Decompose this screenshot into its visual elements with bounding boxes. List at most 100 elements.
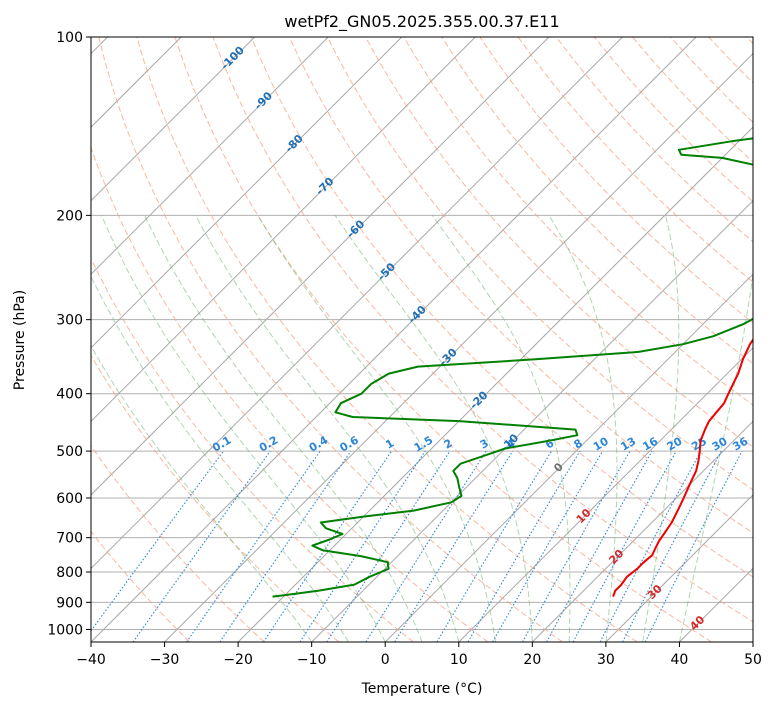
mixing-ratio-line: [644, 450, 743, 642]
y-tick-label: 300: [56, 313, 83, 329]
x-tick-label: −20: [223, 652, 253, 668]
moist-adiabat: [334, 215, 533, 642]
isotherm-line: [91, 37, 403, 349]
isotherm-label: -40: [406, 303, 429, 326]
y-tick-label: 700: [56, 531, 83, 547]
mixing-ratio-line: [546, 450, 653, 642]
mixing-ratio-line: [365, 450, 487, 642]
y-tick-label: 100: [56, 30, 83, 46]
x-tick-label: −40: [76, 652, 106, 668]
y-tick-label: 600: [56, 491, 83, 507]
mixing-ratio-line: [186, 450, 321, 642]
mixing-ratio-label: 2: [442, 437, 455, 452]
isotherm-label: 20: [606, 547, 626, 567]
dry-adiabat: [91, 444, 265, 642]
y-tick-label: 400: [56, 387, 83, 403]
moist-adiabat: [144, 215, 423, 642]
dry-adiabat: [91, 354, 340, 642]
mixing-ratio-line: [572, 450, 677, 642]
y-tick-label: 800: [56, 565, 83, 581]
isotherm-label: -90: [252, 89, 275, 112]
isotherm-line: [531, 420, 753, 642]
isotherm-line: [91, 37, 550, 496]
dry-adiabat: [250, 37, 753, 578]
isotherm-label: -70: [313, 175, 336, 198]
x-tick-label: −10: [297, 652, 327, 668]
mixing-ratio-line: [394, 450, 514, 642]
moist-adiabat: [195, 215, 460, 642]
mixing-ratio-line: [599, 450, 702, 642]
dry-adiabat: [136, 37, 638, 642]
moist-adiabat: [678, 270, 753, 642]
mixing-ratio-line: [622, 450, 722, 642]
isotherm-line: [237, 126, 753, 642]
isotherm-label: -60: [344, 217, 367, 240]
isotherm-line: [91, 37, 623, 570]
dry-adiabat: [91, 530, 190, 642]
dry-adiabat: [746, 37, 753, 44]
dry-adiabat: [326, 37, 753, 491]
dry-adiabat: [91, 257, 414, 642]
mixing-ratio-line: [91, 450, 224, 632]
y-tick-label: 900: [56, 595, 83, 611]
mixing-ratio-line: [132, 450, 271, 642]
dry-adiabat: [517, 37, 753, 283]
y-tick-label: 500: [56, 444, 83, 460]
isotherm-line: [605, 494, 753, 642]
x-tick-label: 20: [523, 652, 541, 668]
mixing-ratio-line: [263, 450, 392, 642]
isotherm-line: [164, 52, 753, 642]
isotherm-line: [384, 273, 753, 642]
dry-adiabat: [708, 37, 753, 84]
isotherm-line: [679, 567, 753, 642]
x-tick-label: 40: [671, 652, 689, 668]
x-tick-label: 30: [597, 652, 615, 668]
plot-frame: [90, 36, 754, 643]
x-tick-label: 50: [744, 652, 762, 668]
mixing-ratio-line: [299, 450, 426, 642]
mixing-ratio-line: [436, 450, 552, 642]
x-tick-label: −30: [150, 652, 180, 668]
temperature-profile: [612, 337, 753, 597]
isotherm-line: [91, 37, 476, 423]
isotherm-line: [91, 37, 697, 642]
dry-adiabat: [98, 37, 563, 642]
chart-title: wetPf2_GN05.2025.355.00.37.E11: [284, 12, 559, 32]
mixing-ratio-line: [467, 450, 581, 642]
isotherm-label: 40: [687, 613, 707, 633]
dry-adiabat: [288, 37, 753, 534]
moist-adiabat: [91, 345, 313, 642]
isotherm-line: [458, 347, 753, 642]
dry-adiabat: [403, 37, 753, 406]
moist-adiabat: [642, 215, 680, 642]
y-axis-label: Pressure (hPa): [12, 290, 28, 390]
dry-adiabat: [670, 37, 753, 124]
x-tick-label: 0: [381, 652, 390, 668]
mixing-ratio-line: [326, 450, 451, 642]
dry-adiabat: [212, 37, 753, 623]
y-tick-label: 200: [56, 208, 83, 224]
dry-adiabat: [479, 37, 753, 324]
isotherm-label: -80: [283, 132, 306, 155]
isotherm-line: [91, 37, 329, 275]
dewpoint-profile: [272, 137, 753, 598]
isotherm-line: [311, 199, 753, 642]
x-tick-label: 10: [450, 652, 468, 668]
dry-adiabat: [174, 37, 712, 642]
dry-adiabat: [555, 37, 753, 243]
isotherm-label: 10: [574, 506, 594, 526]
mixing-ratio-line: [522, 450, 631, 642]
isotherm-line: [91, 37, 256, 202]
isotherm-label: 30: [645, 582, 665, 602]
moist-adiabat: [91, 275, 349, 642]
moist-adiabat: [548, 215, 618, 642]
dry-adiabat: [441, 37, 753, 365]
isotherm-label: -50: [375, 260, 398, 283]
isotherm-label: -100: [218, 44, 247, 73]
dry-adiabat: [91, 146, 489, 642]
moist-adiabat: [431, 215, 571, 642]
isotherm-line: [752, 641, 753, 642]
x-axis-label: Temperature (°C): [361, 681, 483, 697]
y-tick-label: 1000: [47, 622, 83, 638]
